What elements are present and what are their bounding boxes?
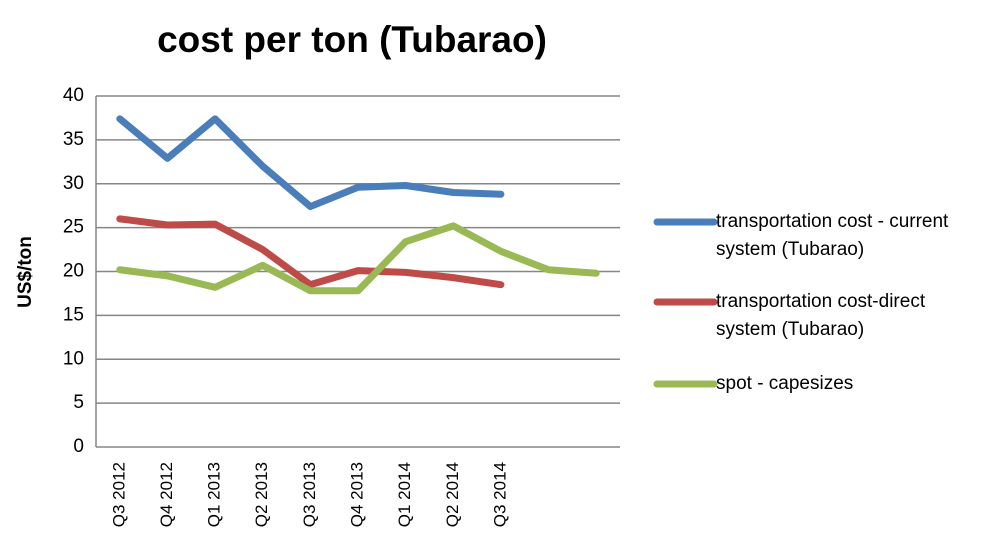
- chart-title: cost per ton (Tubarao): [157, 19, 547, 60]
- x-tick-label: Q1 2013: [205, 462, 224, 527]
- x-tick-label: Q2 2013: [252, 462, 271, 527]
- y-axis-label: US$/ton: [15, 236, 36, 308]
- y-tick-label: 0: [73, 436, 84, 457]
- x-tick-label: Q1 2014: [395, 462, 414, 527]
- x-tick-label: Q3 2014: [490, 462, 509, 527]
- x-tick-label: Q3 2012: [109, 462, 128, 527]
- legend-label: transportation cost-direct system (Tubar…: [716, 291, 926, 340]
- series-line: [116, 115, 505, 211]
- y-tick-label: 40: [63, 85, 84, 106]
- x-tick-label: Q2 2014: [443, 462, 462, 527]
- series-line: [116, 215, 505, 289]
- y-tick-label: 30: [63, 173, 84, 194]
- series-line: [116, 222, 600, 295]
- x-tick-label: Q4 2012: [157, 462, 176, 527]
- y-tick-label: 15: [63, 304, 84, 325]
- y-tick-label: 20: [63, 261, 84, 282]
- y-tick-label: 35: [63, 129, 84, 150]
- y-tick-label: 10: [63, 348, 84, 369]
- y-tick-label: 25: [63, 217, 84, 238]
- y-tick-label: 5: [73, 392, 84, 413]
- x-tick-label: Q3 2013: [300, 462, 319, 527]
- legend-label: transportation cost - current system (Tu…: [716, 211, 949, 260]
- x-tick-label: Q4 2013: [347, 462, 366, 527]
- legend-label: spot - capesizes: [716, 373, 854, 394]
